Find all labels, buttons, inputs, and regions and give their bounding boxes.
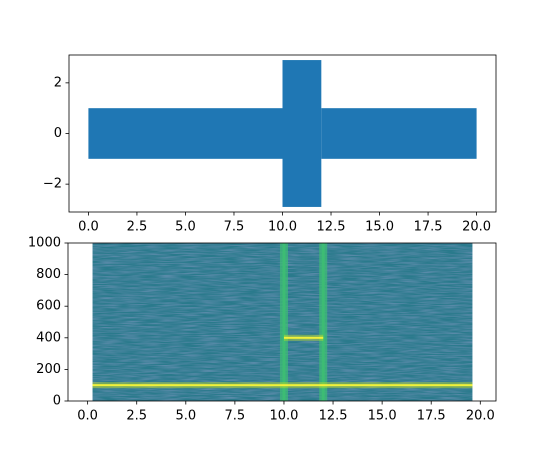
tone xyxy=(92,384,473,387)
y-tick-label: 0 xyxy=(53,394,61,409)
plot-area xyxy=(88,60,477,207)
x-tick-label: 17.5 xyxy=(417,409,446,424)
x-tick-label: 12.5 xyxy=(317,220,346,235)
x-tick-label: 10.0 xyxy=(268,220,297,235)
y-tick-label: 200 xyxy=(36,362,61,377)
axes-frame xyxy=(67,242,497,402)
y-tick-label: 0 xyxy=(54,126,62,141)
y-tick-label: 600 xyxy=(36,299,61,314)
tone xyxy=(283,336,324,339)
x-tick-label: 10.0 xyxy=(269,409,298,424)
x-tick-label: 20.0 xyxy=(462,220,491,235)
x-tick-label: 7.5 xyxy=(225,409,246,424)
plot-area xyxy=(92,243,473,401)
x-tick-label: 2.5 xyxy=(126,409,147,424)
signal-band xyxy=(282,60,322,207)
x-tick-label: 15.0 xyxy=(365,220,394,235)
y-tick-label: 800 xyxy=(36,267,61,282)
x-tick-label: 12.5 xyxy=(319,409,348,424)
x-tick-label: 0.0 xyxy=(77,409,98,424)
x-tick-label: 7.5 xyxy=(224,220,245,235)
x-tick-label: 2.5 xyxy=(127,220,148,235)
x-tick-label: 5.0 xyxy=(175,220,196,235)
signal-band xyxy=(88,108,283,159)
x-tick-label: 5.0 xyxy=(175,409,196,424)
transient xyxy=(282,243,286,401)
x-tick-label: 17.5 xyxy=(414,220,443,235)
y-tick-label: −2 xyxy=(43,177,62,192)
x-tick-label: 15.0 xyxy=(368,409,397,424)
signal-band xyxy=(321,108,477,159)
x-tick-label: 20.0 xyxy=(466,409,495,424)
y-tick-label: 2 xyxy=(54,75,62,90)
y-tick-label: 400 xyxy=(36,330,61,345)
transient xyxy=(321,243,325,401)
x-tick-label: 0.0 xyxy=(78,220,99,235)
y-tick-label: 1000 xyxy=(28,236,61,251)
